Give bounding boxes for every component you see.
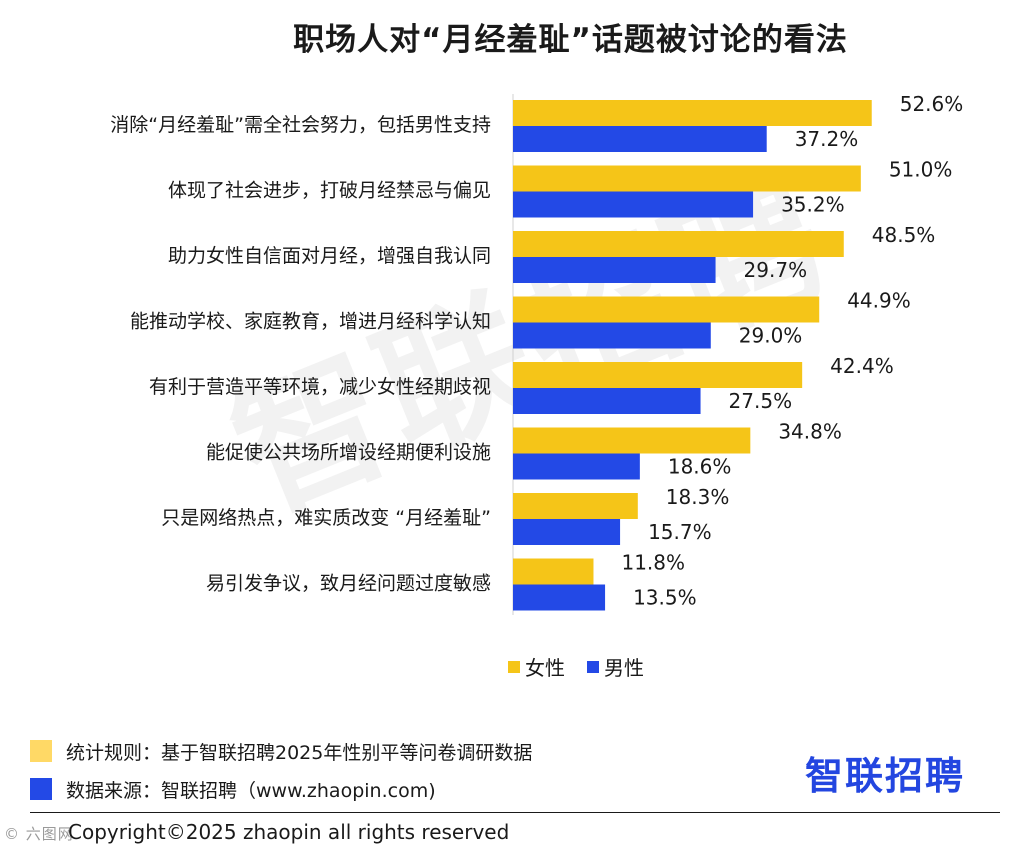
category-label: 易引发争议，致月经问题过度敏感 — [206, 573, 491, 595]
legend-label-female: 女性 — [525, 656, 565, 680]
data-label-male: 15.7% — [648, 520, 712, 544]
category-label: 能促使公共场所增设经期便利设施 — [206, 442, 491, 464]
data-label-female: 52.6% — [900, 92, 964, 116]
zhaopin-logo: 智联招聘 — [805, 754, 966, 798]
category-label: 体现了社会进步，打破月经禁忌与偏见 — [168, 180, 491, 202]
data-label-female: 42.4% — [830, 354, 894, 378]
bar-female — [513, 362, 803, 388]
bar-male — [513, 191, 754, 218]
bar-female — [513, 427, 751, 454]
footnotes: 统计规则：基于智联招聘2025年性别平等问卷调研数据 数据来源：智联招聘（www… — [30, 738, 532, 814]
bar-female — [513, 558, 594, 585]
note-source-box — [30, 778, 52, 800]
data-label-male: 29.0% — [739, 324, 803, 348]
corner-watermark: © 六图网 — [4, 825, 74, 843]
legend-swatch-male — [587, 660, 599, 673]
category-label: 只是网络热点，难实质改变 “月经羞耻” — [161, 507, 491, 529]
bar-male — [513, 519, 621, 545]
legend-item-female: 女性 — [508, 652, 565, 681]
data-label-female: 11.8% — [621, 551, 685, 575]
copyright: Copyright©2025 zhaopin all rights reserv… — [68, 820, 510, 844]
legend-label-male: 男性 — [604, 656, 644, 680]
data-label-female: 48.5% — [872, 223, 936, 247]
bar-female — [513, 165, 861, 192]
data-label-female: 18.3% — [666, 485, 730, 509]
bar-male — [513, 257, 716, 283]
bar-female — [513, 231, 844, 257]
note-source: 数据来源：智联招聘（www.zhaopin.com) — [30, 776, 532, 802]
note-rule: 统计规则：基于智联招聘2025年性别平等问卷调研数据 — [30, 738, 532, 764]
data-label-male: 35.2% — [781, 193, 845, 217]
bar-female — [513, 100, 872, 126]
legend: 女性 男性 — [508, 652, 644, 681]
bar-chart: 消除“月经羞耻”需全社会努力，包括男性支持 52.6% 37.2% 体现了社会进步，打… — [110, 92, 964, 615]
legend-swatch-female — [508, 660, 520, 673]
note-rule-box — [30, 740, 52, 762]
data-label-female: 44.9% — [847, 289, 911, 313]
category-label: 有利于营造平等环境，减少女性经期歧视 — [149, 376, 491, 398]
category-label: 能推动学校、家庭教育，增进月经科学认知 — [130, 311, 491, 333]
data-label-male: 27.5% — [729, 389, 793, 413]
footer-divider — [30, 812, 1000, 813]
data-label-female: 51.0% — [889, 158, 953, 182]
legend-item-male: 男性 — [587, 652, 644, 681]
bar-male — [513, 453, 640, 480]
data-label-male: 13.5% — [633, 586, 697, 610]
chart-title: 职场人对“月经羞耻”话题被讨论的看法 — [293, 22, 848, 58]
data-label-male: 29.7% — [744, 258, 808, 282]
note-rule-text: 统计规则：基于智联招聘2025年性别平等问卷调研数据 — [66, 741, 533, 764]
bar-male — [513, 126, 767, 152]
note-source-text: 数据来源：智联招聘（www.zhaopin.com) — [66, 779, 436, 802]
category-label: 助力女性自信面对月经，增强自我认同 — [168, 245, 491, 267]
data-label-female: 34.8% — [778, 420, 842, 444]
bar-female — [513, 296, 820, 323]
bar-male — [513, 584, 606, 611]
data-label-male: 18.6% — [668, 455, 732, 479]
bar-male — [513, 322, 711, 349]
bar-male — [513, 388, 701, 414]
category-label: 消除“月经羞耻”需全社会努力，包括男性支持 — [110, 114, 491, 136]
data-label-male: 37.2% — [795, 127, 859, 151]
bar-female — [513, 493, 638, 519]
